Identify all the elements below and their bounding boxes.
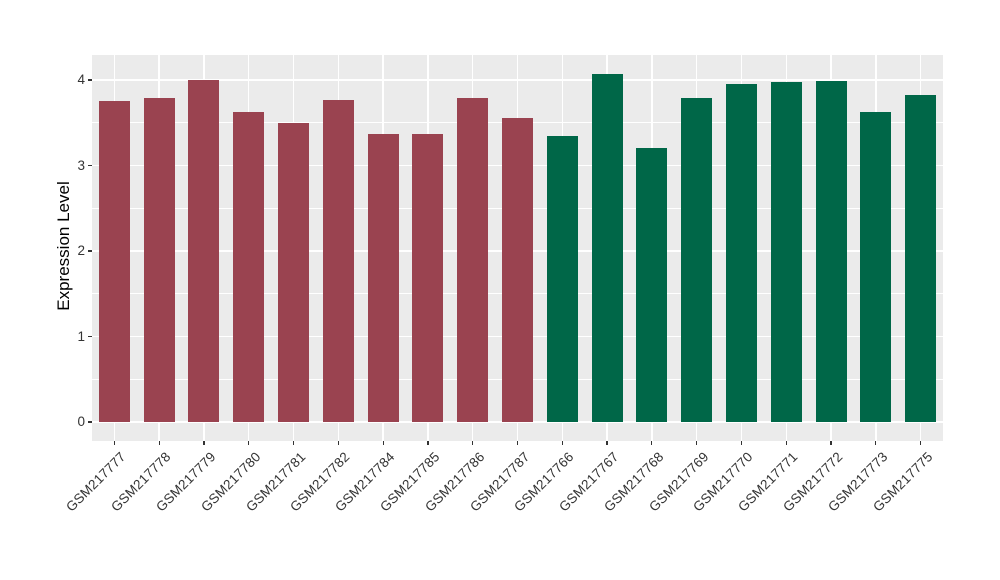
x-axis-tick bbox=[203, 441, 205, 445]
x-axis-tick bbox=[920, 441, 922, 445]
bar-GSM217777 bbox=[98, 100, 130, 422]
bar-GSM217771 bbox=[770, 81, 802, 422]
y-axis-tick-label: 3 bbox=[77, 157, 85, 173]
bar-GSM217768 bbox=[636, 148, 668, 422]
bar-GSM217770 bbox=[725, 84, 757, 422]
y-axis-tick-label: 2 bbox=[77, 243, 85, 258]
x-axis-tick bbox=[427, 441, 429, 445]
bar-GSM217766 bbox=[546, 135, 578, 422]
bar-GSM217779 bbox=[188, 80, 220, 422]
x-axis-tick bbox=[382, 441, 384, 445]
plot-panel bbox=[92, 55, 943, 441]
x-axis-tick bbox=[740, 441, 743, 445]
bar-GSM217786 bbox=[457, 97, 489, 422]
bar-GSM217787 bbox=[502, 118, 533, 422]
bar-GSM217780 bbox=[233, 112, 265, 422]
x-axis-tick bbox=[651, 441, 653, 445]
bar-GSM217767 bbox=[591, 74, 623, 422]
bar-GSM217785 bbox=[412, 133, 444, 422]
y-axis-tick-label: 4 bbox=[77, 72, 85, 87]
y-axis-tick bbox=[88, 79, 92, 81]
x-axis-tick bbox=[472, 441, 474, 445]
y-axis-tick bbox=[88, 250, 92, 252]
bar-GSM217778 bbox=[143, 97, 175, 422]
bar-GSM217781 bbox=[278, 122, 310, 422]
x-axis-tick bbox=[606, 441, 608, 445]
x-axis-tick bbox=[248, 441, 250, 445]
x-axis-tick bbox=[830, 441, 832, 445]
y-axis-tick bbox=[88, 421, 92, 423]
y-axis-tick-label: 0 bbox=[77, 414, 85, 429]
x-axis-tick bbox=[696, 441, 698, 445]
bar-GSM217782 bbox=[322, 99, 354, 422]
x-axis-tick bbox=[561, 441, 563, 445]
y-axis-tick-label: 1 bbox=[77, 328, 85, 344]
bar-GSM217775 bbox=[905, 94, 937, 422]
bar-GSM217784 bbox=[367, 133, 399, 422]
x-axis-tick bbox=[337, 441, 339, 445]
x-axis-tick bbox=[875, 441, 877, 445]
y-axis-tick bbox=[88, 335, 92, 338]
bar-GSM217773 bbox=[860, 111, 892, 422]
x-axis-tick bbox=[113, 441, 115, 445]
bar-GSM217769 bbox=[681, 97, 713, 422]
bar-GSM217772 bbox=[815, 80, 847, 422]
x-axis-tick bbox=[292, 441, 295, 445]
y-axis-tick bbox=[88, 164, 92, 167]
x-axis-tick bbox=[516, 441, 519, 445]
x-axis-tick bbox=[158, 441, 160, 445]
x-axis-tick bbox=[785, 441, 787, 445]
